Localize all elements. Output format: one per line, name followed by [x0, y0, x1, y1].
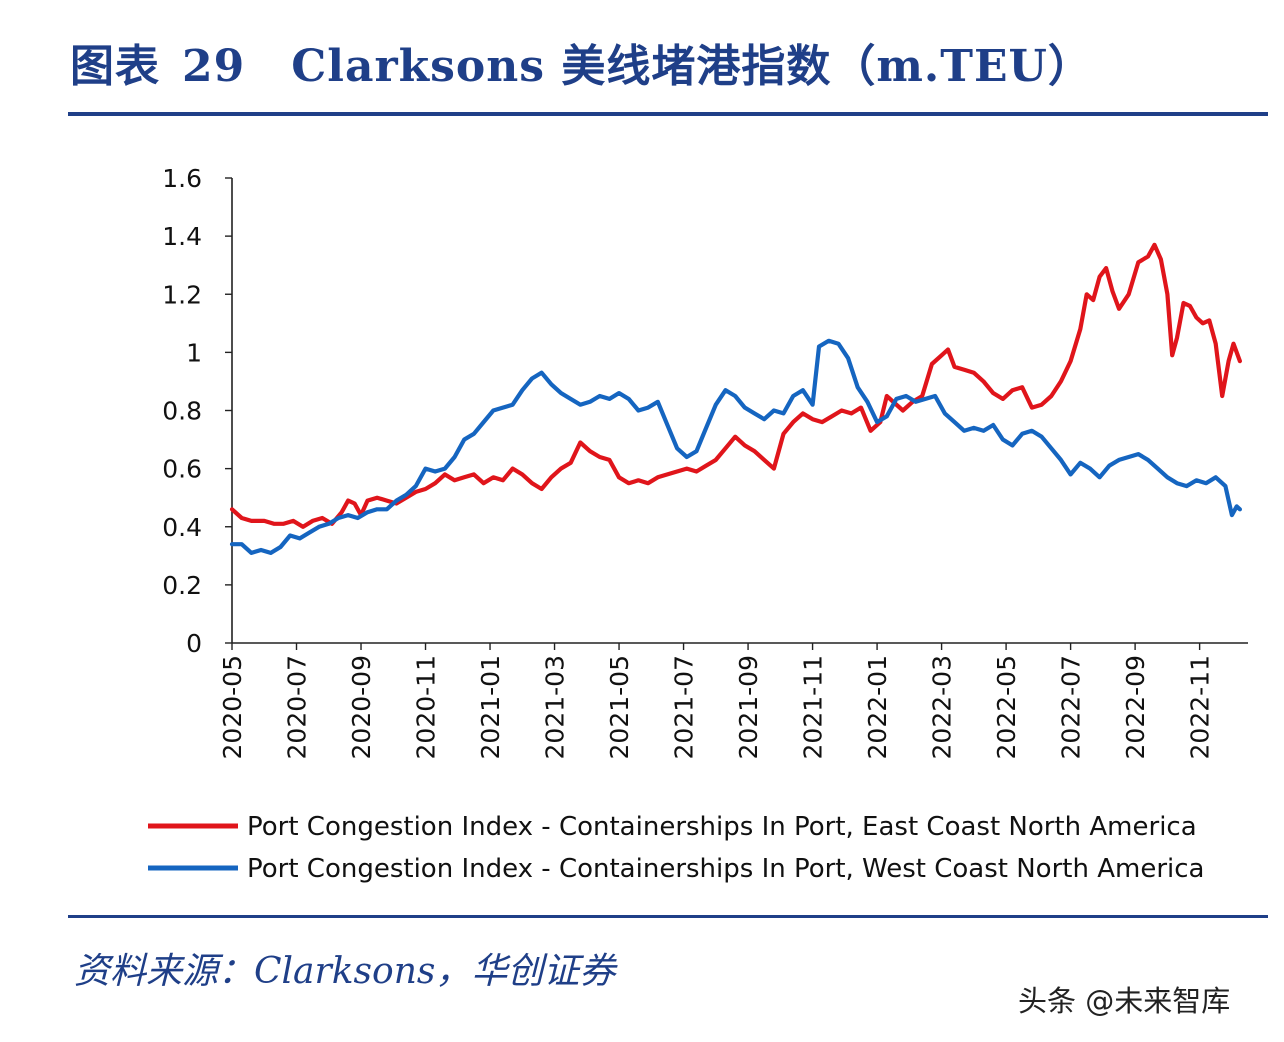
x-tick-label: 2021-05 — [605, 655, 634, 759]
x-tick-label: 2021-07 — [670, 655, 699, 759]
x-tick-label: 2020-05 — [218, 655, 247, 759]
chart-title: Clarksons 美线堵港指数（m.TEU） — [291, 41, 1093, 92]
watermark: 头条 @未来智库 — [1018, 984, 1231, 1018]
series-line-west-coast — [229, 338, 1242, 555]
y-tick-label: 0.6 — [162, 455, 202, 484]
y-tick-label: 1.6 — [162, 164, 202, 193]
y-tick-label: 0 — [186, 629, 202, 658]
y-tick-label: 1.2 — [162, 280, 202, 309]
x-tick-label: 2022-07 — [1057, 655, 1086, 759]
figure-number: 29 — [182, 41, 246, 92]
y-tick-label: 0.2 — [162, 571, 202, 600]
y-tick-label: 0.4 — [162, 513, 202, 542]
footer-divider — [68, 915, 1268, 918]
legend-label-east-coast: Port Congestion Index - Containerships I… — [247, 812, 1197, 842]
x-tick-label: 2021-11 — [799, 655, 828, 759]
x-tick-label: 2020-07 — [283, 655, 312, 759]
series-line-east-coast — [229, 242, 1242, 529]
figure-title: 图表 29 Clarksons 美线堵港指数（m.TEU） — [70, 30, 1093, 94]
chart-series — [229, 242, 1242, 555]
y-tick-label: 1 — [186, 338, 202, 367]
x-tick-label: 2021-03 — [541, 655, 570, 759]
x-tick-label: 2021-09 — [734, 655, 763, 759]
title-divider — [68, 112, 1268, 116]
x-tick-label: 2020-11 — [412, 655, 441, 759]
x-tick-label: 2022-01 — [863, 655, 892, 759]
figure-label: 图表 — [70, 41, 160, 92]
y-tick-label: 1.4 — [162, 222, 202, 251]
x-tick-label: 2022-05 — [992, 655, 1021, 759]
x-tick-label: 2022-11 — [1186, 655, 1215, 759]
legend-label-west-coast: Port Congestion Index - Containerships I… — [247, 854, 1204, 884]
chart-legend: Port Congestion Index - Containerships I… — [148, 812, 1204, 884]
x-tick-label: 2021-01 — [476, 655, 505, 759]
x-tick-label: 2020-09 — [347, 655, 376, 759]
x-tick-label: 2022-03 — [928, 655, 957, 759]
source-note: 资料来源：Clarksons，华创证券 — [74, 951, 616, 992]
chart-axes: 0 0.2 0.4 0.6 0.8 1 1.2 1.4 1.6 2020-05 2020-07 202… — [162, 164, 1248, 759]
y-tick-label: 0.8 — [162, 397, 202, 426]
x-tick-label: 2022-09 — [1121, 655, 1150, 759]
